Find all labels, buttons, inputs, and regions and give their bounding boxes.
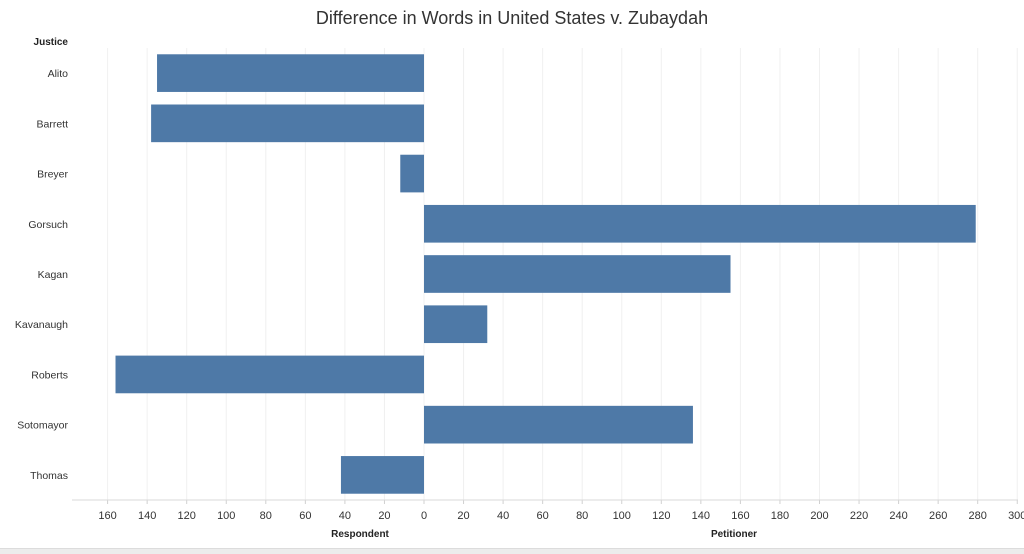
row-header: Justice — [34, 37, 69, 48]
x-tick-label: 200 — [810, 510, 828, 522]
x-tick-label: 140 — [138, 510, 156, 522]
category-label-breyer: Breyer — [37, 169, 68, 181]
x-tick-label: 60 — [299, 510, 311, 522]
x-tick-label: 120 — [652, 510, 670, 522]
x-axis-label-petitioner: Petitioner — [711, 529, 757, 540]
x-tick-label: 300 — [1008, 510, 1024, 522]
bar-breyer[interactable] — [400, 154, 424, 193]
category-label-sotomayor: Sotomayor — [17, 420, 68, 432]
x-tick-label: 80 — [260, 510, 272, 522]
x-axis-ticks: 160 140 120 100 80 60 40 20 0 20 40 60 80 100 120 140 16… — [72, 499, 1024, 522]
category-label-gorsuch: Gorsuch — [28, 219, 68, 231]
x-tick-label: 160 — [98, 510, 116, 522]
chart-title: Difference in Words in United States v. … — [316, 8, 708, 28]
bar-barrett[interactable] — [151, 104, 425, 143]
x-tick-label: 280 — [969, 510, 987, 522]
x-tick-label: 20 — [378, 510, 390, 522]
x-tick-label: 140 — [692, 510, 710, 522]
bar-kavanaugh[interactable] — [424, 305, 488, 344]
x-tick-label: 160 — [731, 510, 749, 522]
x-tick-label: 20 — [457, 510, 469, 522]
x-tick-label: 100 — [613, 510, 631, 522]
x-tick-label: 60 — [537, 510, 549, 522]
category-label-roberts: Roberts — [31, 369, 68, 381]
x-tick-label: 180 — [771, 510, 789, 522]
x-tick-label: 40 — [497, 510, 509, 522]
category-label-barrett: Barrett — [36, 118, 68, 130]
x-tick-label: 100 — [217, 510, 235, 522]
bar-sotomayor[interactable] — [424, 405, 693, 444]
category-label-thomas: Thomas — [30, 470, 68, 482]
x-tick-label: 260 — [929, 510, 947, 522]
bars — [115, 54, 976, 494]
category-label-kagan: Kagan — [38, 269, 69, 281]
x-tick-label: 80 — [576, 510, 588, 522]
bar-roberts[interactable] — [115, 355, 424, 394]
bar-alito[interactable] — [157, 54, 424, 92]
category-label-kavanaugh: Kavanaugh — [15, 319, 68, 331]
x-tick-label: 40 — [339, 510, 351, 522]
x-axis-label-respondent: Respondent — [331, 529, 389, 540]
bar-gorsuch[interactable] — [424, 204, 976, 243]
x-tick-label: 120 — [178, 510, 196, 522]
bottom-scroll-strip — [0, 548, 1024, 554]
bar-kagan[interactable] — [424, 255, 731, 293]
x-tick-label: 0 — [421, 510, 427, 522]
x-tick-label: 240 — [889, 510, 907, 522]
category-labels: Alito Barrett Breyer Gorsuch Kagan Kavanaugh R… — [15, 68, 69, 482]
category-label-alito: Alito — [48, 68, 69, 80]
x-tick-label: 220 — [850, 510, 868, 522]
bar-thomas[interactable] — [340, 456, 424, 494]
